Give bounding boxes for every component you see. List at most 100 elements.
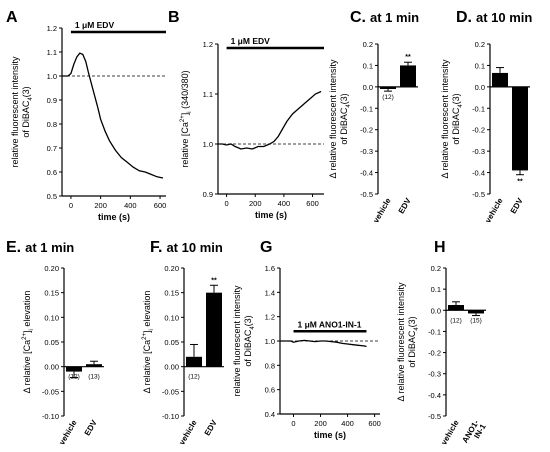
- y-axis-label-part: relative [Ca: [180, 122, 190, 168]
- x-tick-label: 400: [124, 201, 137, 210]
- y-axis-label-part: (3): [407, 316, 417, 327]
- significance-label: **: [211, 277, 217, 284]
- treatment-label: 1 μM EDV: [231, 36, 271, 46]
- y-axis-label-part: of DiBAC: [407, 330, 417, 368]
- y-tick-label: 1.0: [203, 140, 213, 149]
- panel-letter-7: G: [260, 239, 272, 256]
- chart-panel-H: -0.5 -0.4 -0.3 -0.2 -0.1 0.0 0.1 0.2 (12) vehicle…: [428, 264, 488, 447]
- y-axis-label-part: of DiBAC: [339, 107, 349, 145]
- panel-title: at 1 min: [25, 240, 74, 255]
- y-tick-label: -0.4: [472, 169, 485, 178]
- y-tick-label: -0.2: [472, 126, 485, 135]
- category-label-line: EDV: [397, 196, 413, 215]
- chart-panel-G: 0.4 0.6 0.8 1.0 1.2 1.4 1.6 0 200 400 600 time (s) 1…: [265, 264, 381, 440]
- y-tick-label: 0.15: [164, 289, 179, 298]
- bar: [492, 72, 508, 87]
- treatment-label: 1 μM ANO1-IN-1: [298, 319, 362, 329]
- y-axis-label-sub: 4: [414, 327, 420, 331]
- panel-title: at 10 min: [166, 240, 222, 255]
- category-label: vehicle: [57, 418, 79, 446]
- n-label: (12): [188, 374, 200, 381]
- n-label: (12): [382, 94, 394, 101]
- y-axis-label: Δ relative fluorescent intensity of DiBAC…: [328, 59, 352, 179]
- y-axis-label-line: of DiBAC4(3): [451, 93, 464, 144]
- x-axis-label: time (s): [98, 212, 130, 222]
- x-tick-label: 200: [249, 199, 262, 208]
- bar: [86, 364, 102, 367]
- panel-letter-6: F. at 10 min: [150, 239, 223, 256]
- chart-panel-E: -0.10 -0.05 0.00 0.05 0.10 0.15 0.20 (12) vehicl…: [42, 264, 104, 447]
- y-axis-label-line: Δ relative fluorescent intensity: [396, 282, 406, 402]
- y-axis-label-part: of DiBAC: [243, 329, 253, 367]
- n-label: (13): [402, 74, 414, 81]
- category-label: EDV: [203, 418, 219, 437]
- y-tick-label: 1.1: [203, 90, 213, 99]
- y-axis-label-line: of DiBAC4(3): [407, 316, 420, 367]
- y-tick-label: -0.2: [360, 126, 373, 135]
- y-tick-label: 0.8: [47, 120, 57, 129]
- series-line: [280, 339, 367, 348]
- y-axis-label-sup: 2+: [180, 115, 186, 122]
- y-axis-label: Δ relative [Ca2+]i elevation: [142, 291, 155, 394]
- y-tick-label: 0.05: [164, 338, 179, 347]
- y-axis-label-line: of DiBAC4(3): [339, 93, 352, 144]
- y-axis-label-part: ]: [180, 113, 190, 116]
- y-tick-label: -0.10: [162, 412, 179, 421]
- y-tick-label: 0.5: [47, 192, 57, 201]
- y-axis-label: Δ relative fluorescent intensity of DiBAC…: [396, 282, 420, 402]
- x-tick-label: 600: [306, 199, 319, 208]
- category-label: EDV: [397, 196, 413, 215]
- y-axis-label-sup: 2+: [142, 333, 148, 340]
- y-axis-label-sub: 4: [250, 326, 256, 330]
- y-axis-label-part: (3): [21, 86, 31, 97]
- y-tick-label: 1.2: [47, 24, 57, 33]
- y-tick-label: -0.3: [472, 147, 485, 156]
- y-tick-label: 1.1: [47, 48, 57, 57]
- n-label: (12): [68, 374, 80, 381]
- panel-title: at 1 min: [370, 10, 419, 25]
- bar: [66, 366, 82, 372]
- treatment-label: 1 μM EDV: [75, 20, 115, 30]
- y-axis-label-part: (340/380): [180, 70, 190, 111]
- chart-panel-C: -0.5 -0.4 -0.3 -0.2 -0.1 0.0 0.1 0.2 (12) vehicle…: [360, 40, 418, 225]
- chart-panel-D: -0.5 -0.4 -0.3 -0.2 -0.1 0.0 0.1 0.2 (12) vehicle…: [472, 40, 530, 225]
- x-tick-label: 200: [314, 419, 327, 428]
- y-tick-label: -0.3: [360, 147, 373, 156]
- y-tick-label: 1.2: [265, 313, 275, 322]
- x-tick-label: 400: [341, 419, 354, 428]
- y-axis-label-line: of DiBAC4(3): [21, 86, 34, 137]
- y-tick-label: 0.6: [265, 386, 275, 395]
- y-axis-label-line: Δ relative [Ca2+]i elevation: [22, 291, 35, 394]
- y-axis-label-line: of DiBAC4(3): [243, 315, 256, 366]
- n-label: (13): [88, 374, 100, 381]
- chart-panel-B: 0.9 1.0 1.1 1.2 0 200 400 600 time (s) 1 μM EDV: [203, 36, 324, 220]
- category-label: vehicle: [483, 196, 505, 224]
- y-tick-label: -0.10: [42, 412, 59, 421]
- y-axis-label-sup: 2+: [22, 333, 28, 340]
- y-tick-label: -0.05: [42, 387, 59, 396]
- panel-letter-8: H: [434, 239, 446, 256]
- category-label-line: vehicle: [177, 418, 199, 446]
- y-axis-label-part: ]: [142, 330, 152, 333]
- y-axis-label-line: relative [Ca2+]i (340/380): [180, 70, 193, 167]
- y-tick-label: 0.6: [47, 168, 57, 177]
- y-axis-label-sub: 4: [346, 104, 352, 108]
- x-axis-label: time (s): [314, 430, 346, 440]
- y-tick-label: 1.0: [47, 72, 57, 81]
- y-tick-label: 1.6: [265, 264, 275, 273]
- y-tick-label: 0.0: [363, 83, 373, 92]
- y-tick-label: -0.05: [162, 387, 179, 396]
- y-tick-label: 0.20: [164, 264, 179, 273]
- y-tick-label: 0.2: [431, 264, 441, 273]
- y-axis-label-line: Δ relative fluorescent intensity: [328, 59, 338, 179]
- category-label: EDV: [83, 418, 99, 437]
- chart-panel-F: -0.10 -0.05 0.00 0.05 0.10 0.15 0.20 (12) vehicl…: [162, 264, 224, 447]
- y-tick-label: 0.00: [164, 363, 179, 372]
- y-tick-label: -0.5: [360, 190, 373, 199]
- y-axis-label-sub: i: [149, 329, 155, 330]
- panel-letter-5: E. at 1 min: [6, 239, 74, 256]
- y-tick-label: 0.2: [363, 40, 373, 49]
- y-axis-label-part: (3): [243, 315, 253, 326]
- y-tick-label: 0.9: [203, 190, 213, 199]
- category-label: vehicle: [371, 196, 393, 224]
